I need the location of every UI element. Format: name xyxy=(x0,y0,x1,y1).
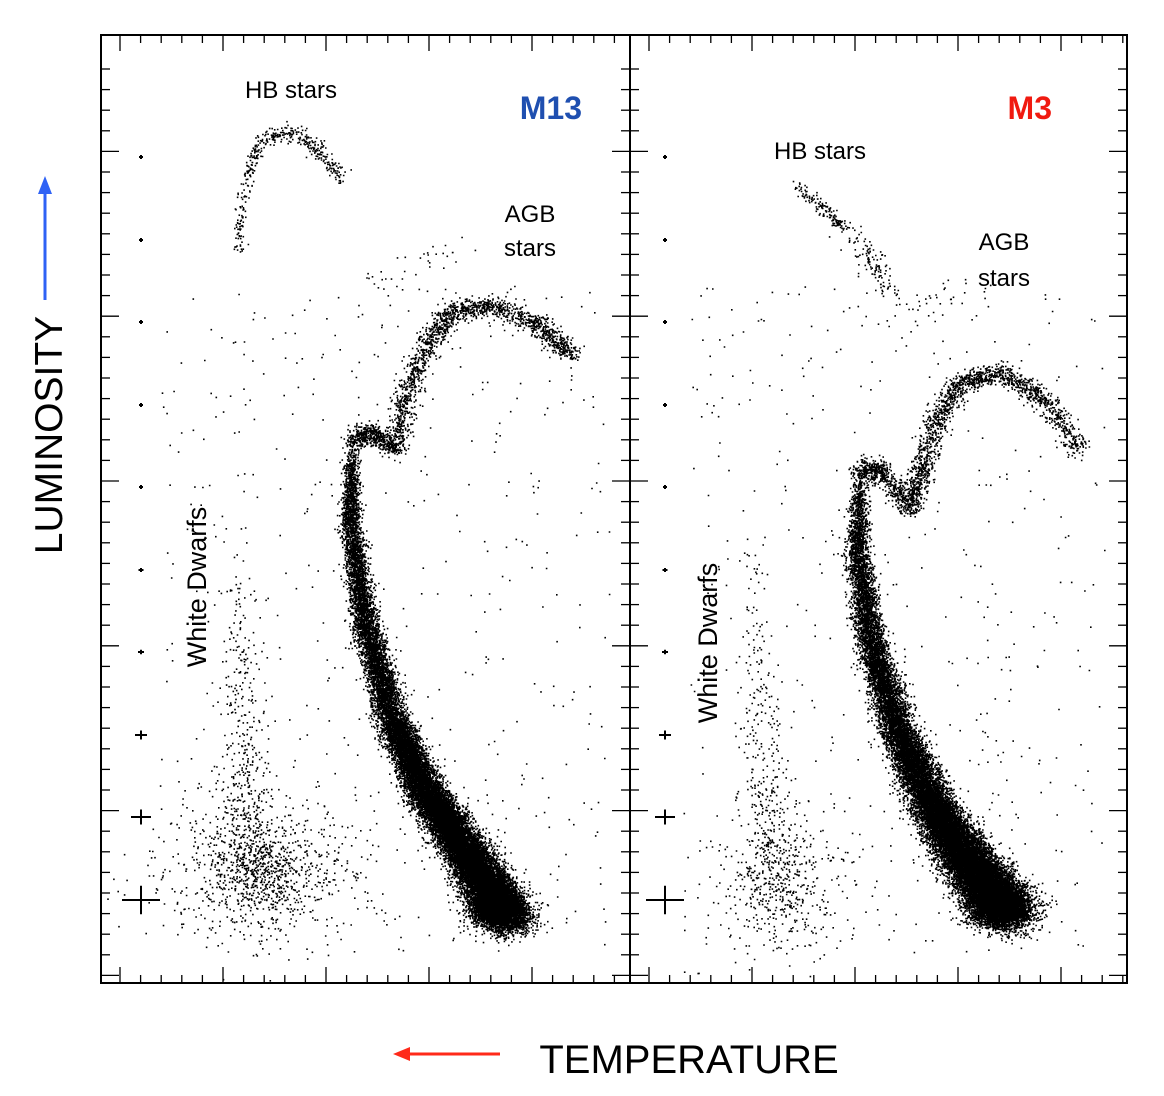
m3-white-dwarfs-annotation: White Dwarfs xyxy=(693,563,723,724)
x-axis: TEMPERATURE xyxy=(393,1038,839,1082)
m3-axis-ticks xyxy=(630,35,1127,983)
m3-panel-frame xyxy=(629,34,1128,984)
x-axis-arrow-head-icon xyxy=(393,1047,410,1061)
m13-cluster-label: M13 xyxy=(520,90,582,126)
m13-error-bars xyxy=(122,155,160,915)
m3-star-points xyxy=(683,180,1106,978)
m13-panel-frame xyxy=(100,34,631,984)
m13-white-dwarfs-annotation: White Dwarfs xyxy=(182,507,212,668)
m13-hb-annotation: HB stars xyxy=(245,77,337,104)
y-axis-label: LUMINOSITY xyxy=(28,316,71,554)
m3-agb-annotation-line2: stars xyxy=(978,265,1030,292)
m3-hb-annotation: HB stars xyxy=(774,138,866,165)
m3-agb-annotation-line1: AGB xyxy=(979,229,1030,256)
m13-star-points xyxy=(107,120,611,982)
y-axis-arrow-head-icon xyxy=(38,176,52,194)
m3-panel: M3 HB stars AGB stars White Dwarfs xyxy=(629,34,1128,984)
star-point-cloud xyxy=(683,180,1106,978)
m13-agb-annotation-line2: stars xyxy=(504,235,556,262)
star-point-cloud xyxy=(107,120,611,982)
m13-axis-ticks xyxy=(101,35,630,983)
m13-panel: M13 HB stars AGB stars White Dwarfs xyxy=(100,34,631,984)
m3-cluster-label: M3 xyxy=(1008,90,1052,126)
m3-error-bars xyxy=(646,155,684,915)
y-axis: LUMINOSITY xyxy=(28,176,71,554)
m13-agb-annotation-line1: AGB xyxy=(505,201,556,228)
x-axis-label: TEMPERATURE xyxy=(539,1038,838,1082)
